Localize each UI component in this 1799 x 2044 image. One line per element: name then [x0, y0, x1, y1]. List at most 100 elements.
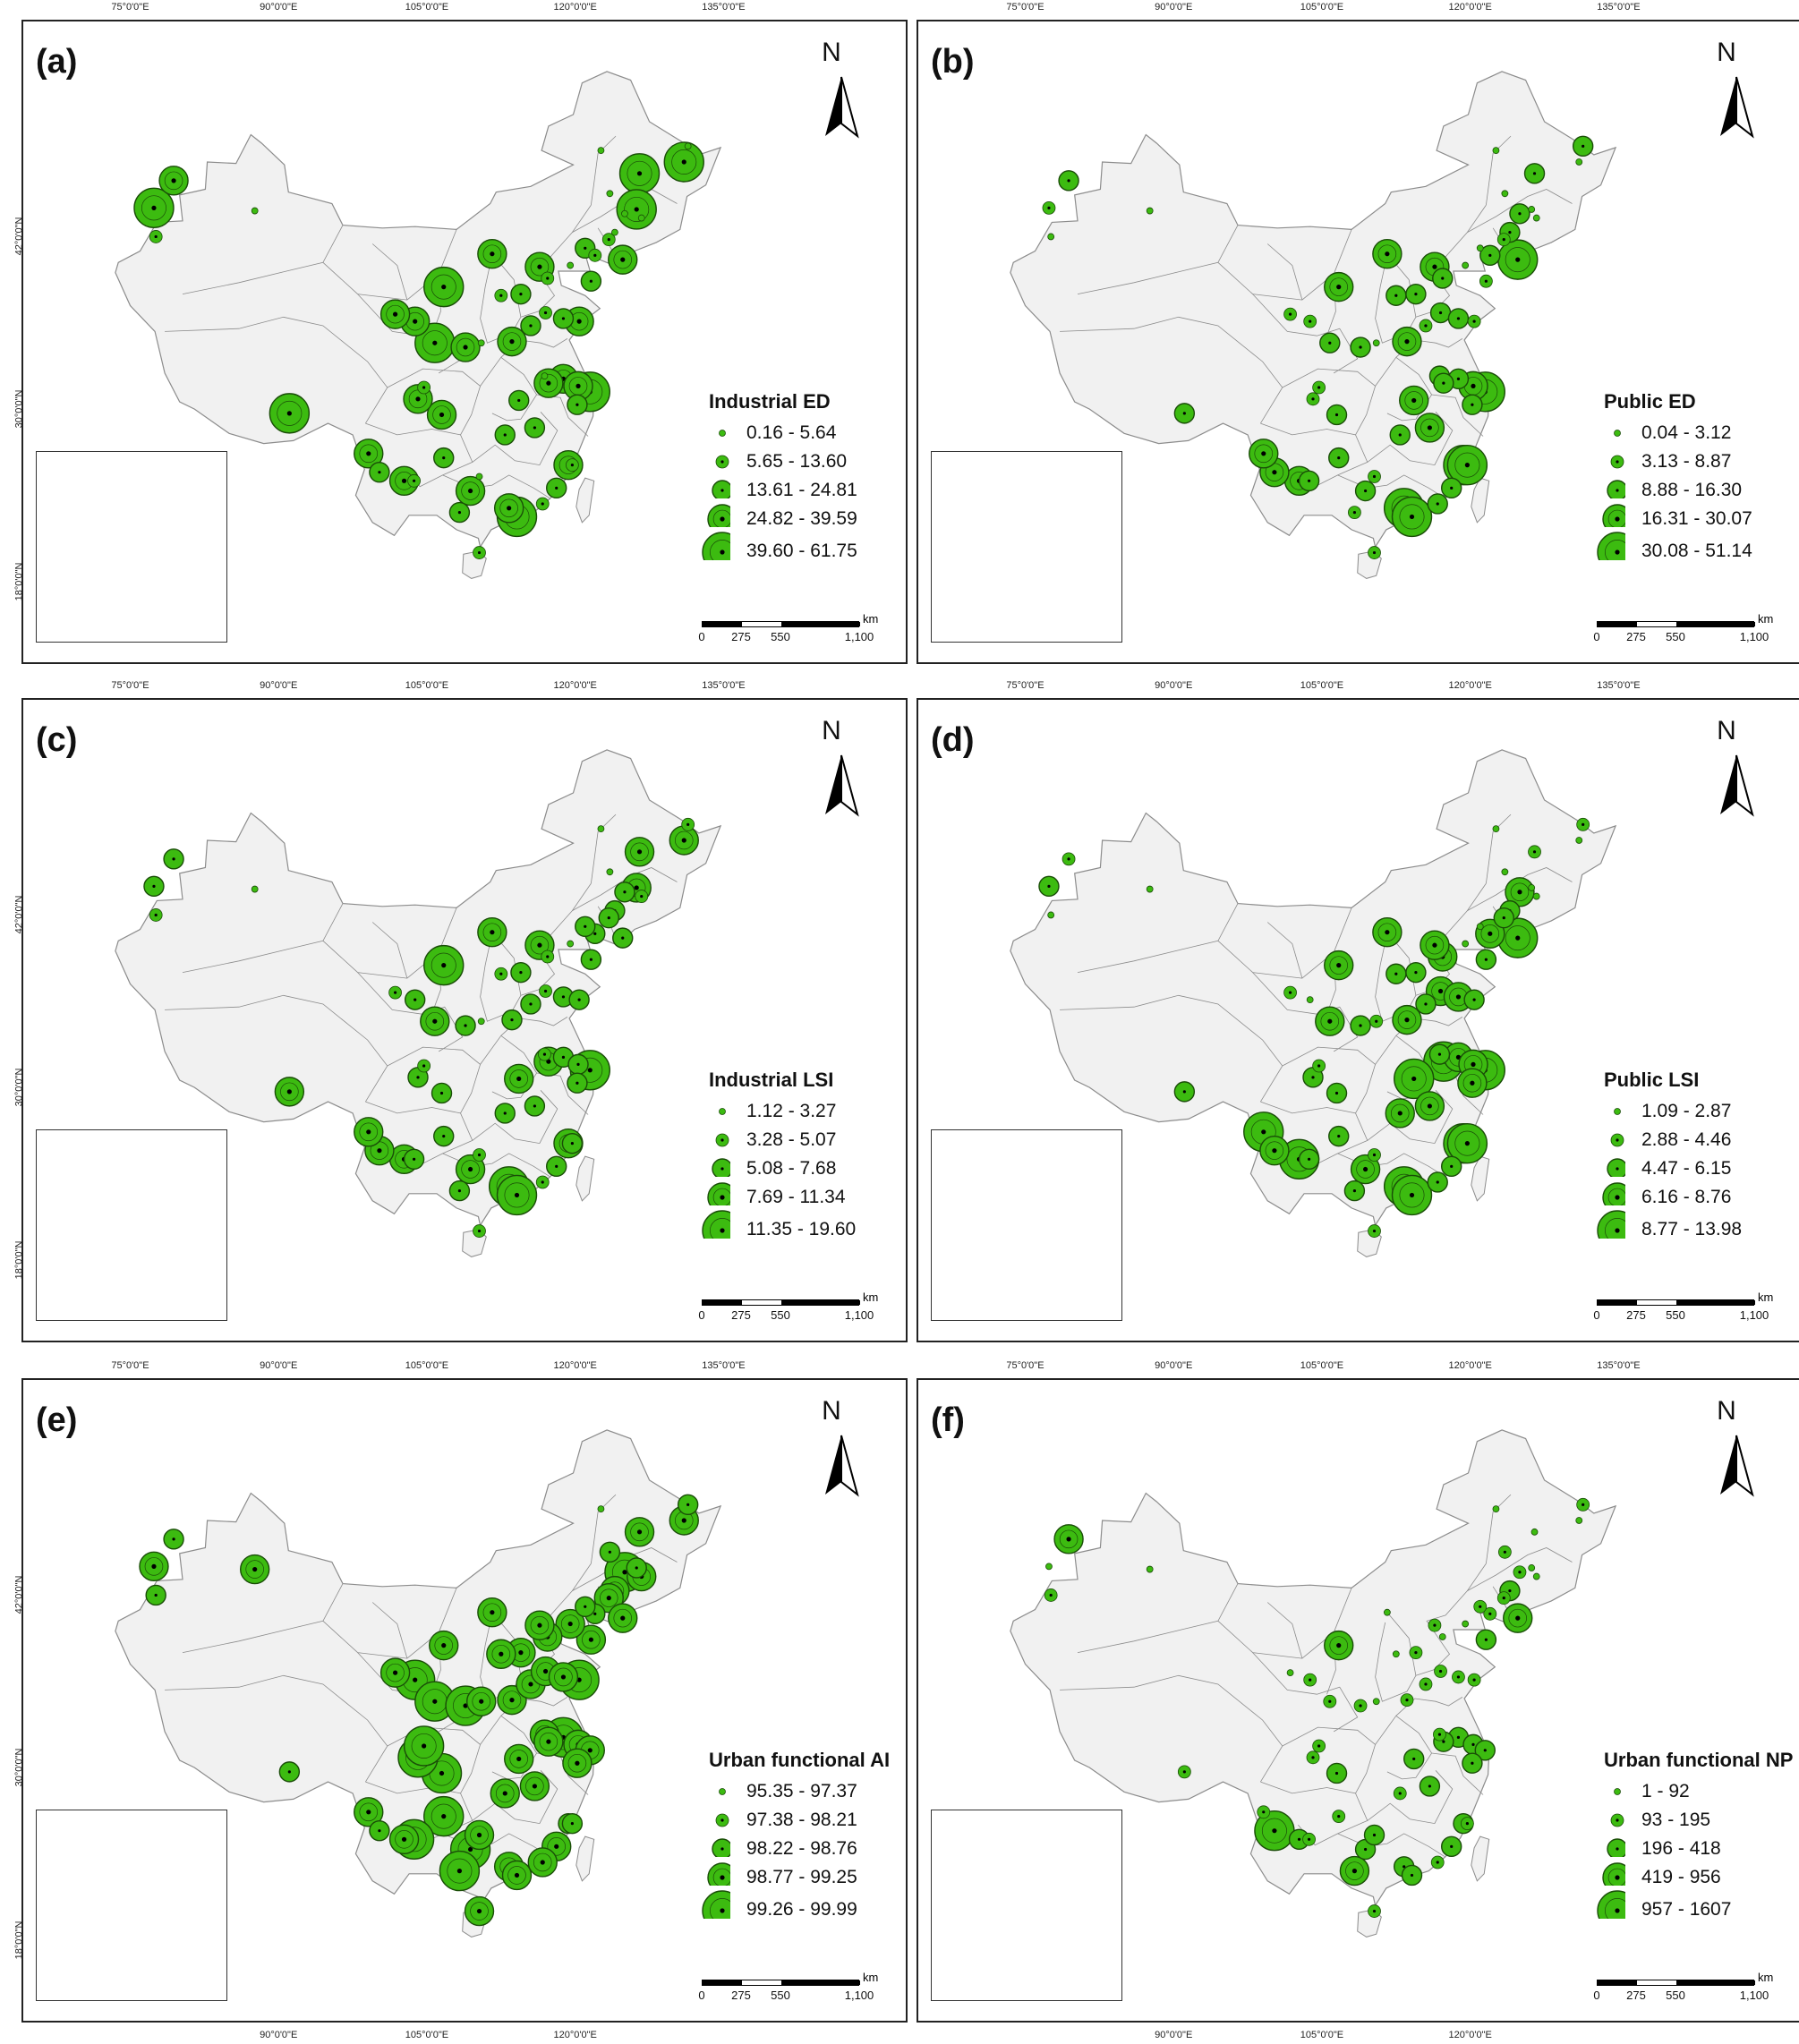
province-boundary	[182, 903, 344, 973]
city-marker	[1462, 1752, 1483, 1774]
province-boundary	[472, 1770, 558, 1825]
city-marker	[1446, 1122, 1488, 1164]
legend-title: Industrial LSI	[709, 1069, 834, 1091]
city-marker	[1401, 1864, 1423, 1886]
city-marker	[448, 501, 471, 524]
graticule-label: 120°0'0"E	[1448, 2, 1492, 13]
scale-bar-graphic	[702, 1299, 860, 1306]
city-marker	[1447, 308, 1470, 329]
legend: Public LSI 1.09 - 2.87 2.88 - 4.46 4.47 - 6…	[1597, 1069, 1742, 1251]
city-marker	[1394, 1058, 1435, 1100]
legend-range: 0.16 - 5.64	[746, 422, 837, 443]
city-marker	[1576, 1497, 1590, 1512]
city-marker	[611, 228, 618, 236]
city-marker	[278, 1761, 301, 1783]
city-marker	[1324, 271, 1354, 302]
city-marker	[1462, 940, 1470, 948]
city-marker	[1414, 1091, 1445, 1121]
city-marker	[1343, 1180, 1366, 1202]
city-marker	[1419, 319, 1433, 333]
city-marker	[1146, 207, 1154, 215]
city-marker	[1350, 336, 1371, 358]
graticule-label: 120°0'0"E	[553, 2, 597, 13]
legend-symbol	[1614, 1108, 1621, 1115]
south-china-sea-inset	[931, 451, 1122, 643]
scale-bar-graphic	[702, 621, 860, 627]
north-arrow-icon	[1720, 1435, 1754, 1497]
scale-bar-graphic	[702, 1980, 860, 1986]
province-boundary	[472, 1090, 558, 1145]
graticule-label: 120°0'0"E	[1448, 680, 1492, 691]
legend-marker	[707, 1182, 730, 1205]
graticule-label: 105°0'0"E	[405, 1360, 449, 1371]
scale-tick-label: 275	[1626, 1989, 1646, 2002]
city-marker	[1497, 1545, 1512, 1559]
legend-symbol	[702, 1890, 730, 1919]
city-marker	[1392, 326, 1422, 357]
city-marker	[555, 1608, 585, 1639]
city-marker	[354, 1797, 384, 1827]
city-marker	[1575, 837, 1583, 844]
province-boundary	[1467, 189, 1573, 233]
city-marker	[1479, 274, 1493, 288]
city-marker	[1249, 439, 1279, 469]
scale-tick-label: 550	[1666, 1989, 1685, 2002]
legend-range: 8.77 - 13.98	[1641, 1219, 1743, 1239]
scale-bar-graphic	[1597, 1299, 1755, 1306]
city-marker	[1457, 1068, 1488, 1098]
city-marker	[473, 546, 486, 559]
city-marker	[493, 493, 524, 524]
city-marker	[388, 985, 402, 1000]
city-marker	[1492, 825, 1500, 833]
graticule-label: 135°0'0"E	[702, 1360, 746, 1371]
province-boundary	[371, 1602, 408, 1659]
province-boundary	[371, 922, 408, 979]
legend-marker	[1607, 1158, 1625, 1177]
graticule-label: 90°0'0"E	[260, 680, 298, 691]
legend-item: 99.26 - 99.99	[702, 1890, 890, 1931]
legend-marker	[1602, 1182, 1625, 1205]
legend-range: 98.77 - 99.25	[746, 1867, 857, 1887]
city-marker	[1497, 239, 1539, 280]
city-marker	[541, 372, 549, 380]
city-marker	[403, 1148, 425, 1170]
legend-item: 93 - 195	[1604, 1806, 1793, 1835]
city-marker	[149, 230, 163, 243]
panel-label: (f)	[931, 1401, 965, 1439]
legend-marker	[1597, 1890, 1625, 1919]
city-marker	[1462, 394, 1483, 415]
legend-symbol	[1614, 430, 1621, 437]
legend-range: 8.88 - 16.30	[1641, 480, 1743, 500]
legend-symbol	[707, 1182, 730, 1205]
city-marker	[429, 1630, 459, 1661]
city-marker	[1576, 817, 1590, 831]
city-marker	[1446, 444, 1488, 486]
city-marker	[1312, 1059, 1326, 1073]
city-marker	[1476, 923, 1484, 931]
panel-label: (d)	[931, 721, 975, 759]
legend: Urban functional NP 1 - 92 93 - 195 196 - 4…	[1597, 1749, 1793, 1931]
city-marker	[1328, 1125, 1350, 1147]
city-marker	[1428, 1618, 1442, 1632]
city-marker	[1473, 1599, 1488, 1614]
city-marker	[1288, 1828, 1310, 1850]
city-marker	[379, 1657, 411, 1688]
province-boundary	[1486, 813, 1512, 884]
city-marker	[618, 153, 661, 194]
city-marker	[684, 142, 692, 150]
city-marker	[1047, 233, 1055, 241]
province-boundary	[1486, 1494, 1512, 1564]
scale-bar-graphic	[1597, 621, 1755, 627]
scale-tick-label: 0	[1593, 1989, 1600, 2002]
city-marker	[1042, 200, 1056, 215]
map-panel-c: (c) N Industrial LSI 1.12 - 3.27 3.28 - 5.07…	[13, 680, 908, 1342]
city-marker	[1302, 1832, 1316, 1846]
south-china-sea-inset	[931, 1810, 1122, 2001]
graticule-label: 18°0'0"N	[13, 562, 25, 601]
province-boundary	[365, 422, 473, 488]
city-marker	[494, 424, 516, 446]
city-marker	[616, 189, 657, 230]
city-marker	[1173, 1081, 1196, 1103]
scale-unit: km	[1758, 1971, 1774, 1984]
city-marker	[1420, 930, 1450, 960]
